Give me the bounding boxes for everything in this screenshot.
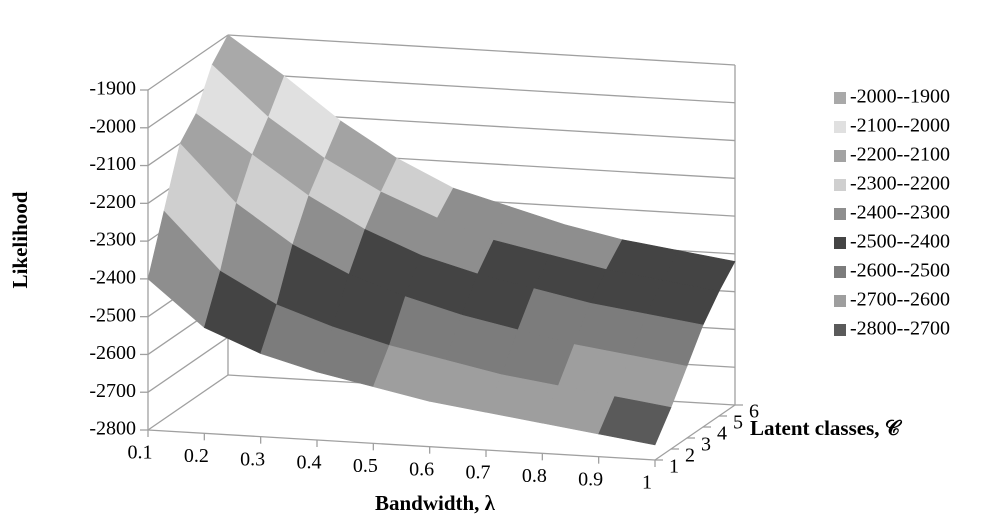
x-tick-label: 0.2 xyxy=(184,445,209,467)
y-tick-label: 1 xyxy=(669,456,679,478)
axis-line xyxy=(654,404,736,461)
z-tick-label: -1900 xyxy=(89,78,136,100)
legend-label: -2400--2300 xyxy=(850,202,950,224)
x-tick-label: 0.3 xyxy=(240,448,265,470)
y-tick-label: 6 xyxy=(749,401,759,423)
x-tick-label: 0.8 xyxy=(522,465,547,487)
legend-label: -2800--2700 xyxy=(850,318,950,340)
x-tick-label: 0.7 xyxy=(466,462,491,484)
x-tick-label: 1 xyxy=(642,472,652,494)
legend-swatch xyxy=(834,295,846,307)
grid-line xyxy=(147,374,229,431)
z-tick-label: -2300 xyxy=(89,229,136,251)
legend-swatch xyxy=(834,121,846,133)
grid-line xyxy=(227,34,736,66)
z-tick-label: -2800 xyxy=(89,418,136,440)
x-tick-label: 0.5 xyxy=(353,455,378,477)
y-axis-title: Latent classes, 𝒞 xyxy=(750,416,903,440)
y-tick-label: 5 xyxy=(733,412,743,434)
z-tick-label: -2100 xyxy=(89,153,136,175)
z-axis-title: Likelihood xyxy=(8,191,32,288)
z-tick-label: -2400 xyxy=(89,266,136,288)
z-tick-label: -2600 xyxy=(89,342,136,364)
axis-line xyxy=(147,429,656,461)
legend-label: -2200--2100 xyxy=(850,144,950,166)
x-tick-label: 0.1 xyxy=(128,442,153,464)
legend-label: -2100--2000 xyxy=(850,115,950,137)
legend-swatch xyxy=(834,92,846,104)
legend-swatch xyxy=(834,179,846,191)
surface-cell xyxy=(598,396,672,446)
legend-label: -2500--2400 xyxy=(850,231,950,253)
y-tick-label: 2 xyxy=(685,445,695,467)
legend-swatch xyxy=(834,208,846,220)
x-axis-title: Bandwidth, λ xyxy=(375,491,496,515)
y-tick-label: 3 xyxy=(701,434,711,456)
legend-label: -2000--1900 xyxy=(850,86,950,108)
legend-label: -2300--2200 xyxy=(850,173,950,195)
z-tick-label: -2500 xyxy=(89,304,136,326)
x-tick-label: 0.9 xyxy=(578,468,603,490)
legend-swatch xyxy=(834,237,846,249)
legend-swatch xyxy=(834,150,846,162)
x-tick-label: 0.6 xyxy=(409,458,434,480)
grid-line xyxy=(147,34,229,91)
legend-label: -2600--2500 xyxy=(850,260,950,282)
legend-swatch xyxy=(834,324,846,336)
z-tick-label: -2200 xyxy=(89,191,136,213)
grid-line xyxy=(227,72,736,104)
z-tick-label: -2700 xyxy=(89,380,136,402)
x-tick-label: 0.4 xyxy=(297,452,322,474)
y-tick-label: 4 xyxy=(717,423,727,445)
legend-label: -2700--2600 xyxy=(850,289,950,311)
z-tick-label: -2000 xyxy=(89,115,136,137)
grid-line xyxy=(147,336,229,393)
legend-swatch xyxy=(834,266,846,278)
